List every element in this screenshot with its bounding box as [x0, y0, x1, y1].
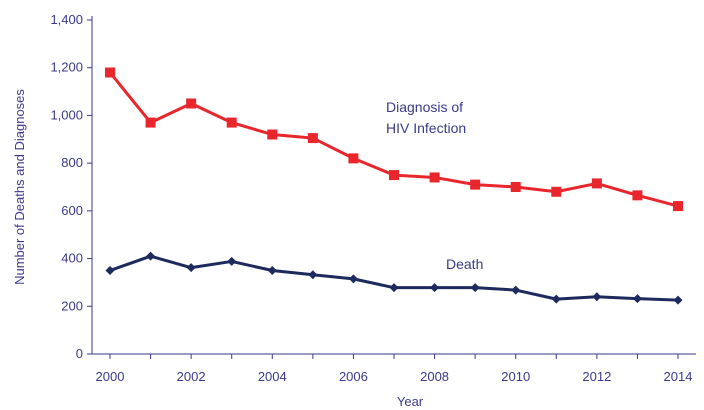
data-point-square: [186, 98, 197, 109]
data-point-diamond: [592, 292, 602, 302]
y-tick-label: 1,000: [50, 107, 83, 122]
data-point-diamond: [632, 294, 642, 304]
data-point-diamond: [389, 283, 399, 293]
x-axis-title: Year: [397, 394, 424, 409]
data-point-square: [470, 179, 481, 190]
annotation-line: HIV Infection: [386, 120, 466, 136]
data-point-square: [267, 129, 278, 140]
data-point-square: [429, 172, 440, 183]
y-tick-label: 1,200: [50, 60, 83, 75]
data-point-square: [105, 67, 115, 78]
annotation-line: Diagnosis of: [386, 99, 463, 115]
y-tick-label: 0: [76, 346, 83, 361]
x-axis: 2000 2002 2004 2006 2008 2010 2012 2014: [92, 353, 696, 384]
data-point-diamond: [186, 263, 196, 273]
y-axis: 0 200 400 600 800 1,000 1,200 1,400: [50, 12, 93, 361]
y-tick-label: 800: [61, 155, 83, 170]
data-point-diamond: [267, 266, 277, 275]
data-point-square: [551, 186, 562, 197]
y-tick-label: 400: [61, 251, 83, 266]
data-point-square: [307, 133, 318, 144]
annotation-line: Death: [446, 256, 483, 272]
data-point-square: [145, 117, 156, 128]
y-tick-label: 600: [61, 203, 83, 218]
x-tick-label: 2008: [420, 369, 449, 384]
series-line-1: [109, 254, 679, 302]
data-point-square: [348, 153, 359, 164]
x-tick-label: 2000: [96, 369, 125, 384]
x-tick-label: 2014: [664, 369, 693, 384]
y-tick-label: 200: [61, 298, 83, 313]
x-tick-label: 2002: [177, 369, 206, 384]
data-point-diamond: [105, 266, 115, 275]
data-point-diamond: [673, 295, 683, 305]
data-point-diamond: [308, 270, 318, 280]
data-point-diamond: [511, 285, 521, 295]
data-point-diamond: [430, 283, 440, 293]
data-point-square: [632, 190, 643, 201]
data-point-diamond: [348, 274, 358, 284]
x-tick-label: 2010: [501, 369, 530, 384]
data-point-square: [226, 117, 237, 128]
series-annotation: Death: [446, 256, 483, 272]
x-tick-label: 2004: [258, 369, 287, 384]
x-tick-label: 2006: [339, 369, 368, 384]
y-tick-label: 1,400: [50, 12, 83, 27]
data-point-diamond: [470, 283, 480, 293]
data-point-diamond: [146, 251, 156, 261]
data-point-square: [591, 178, 602, 189]
data-point-square: [389, 170, 399, 181]
x-tick-label: 2012: [582, 369, 611, 384]
series-annotation: Diagnosis of HIV Infection: [386, 99, 466, 136]
data-point-diamond: [551, 294, 561, 304]
series-layer: [105, 67, 683, 305]
annotations: Diagnosis of HIV Infection Death: [386, 99, 483, 272]
data-point-square: [510, 182, 521, 192]
data-point-diamond: [227, 256, 237, 266]
data-point-square: [673, 201, 683, 212]
y-axis-title: Number of Deaths and Diagnoses: [12, 89, 27, 285]
